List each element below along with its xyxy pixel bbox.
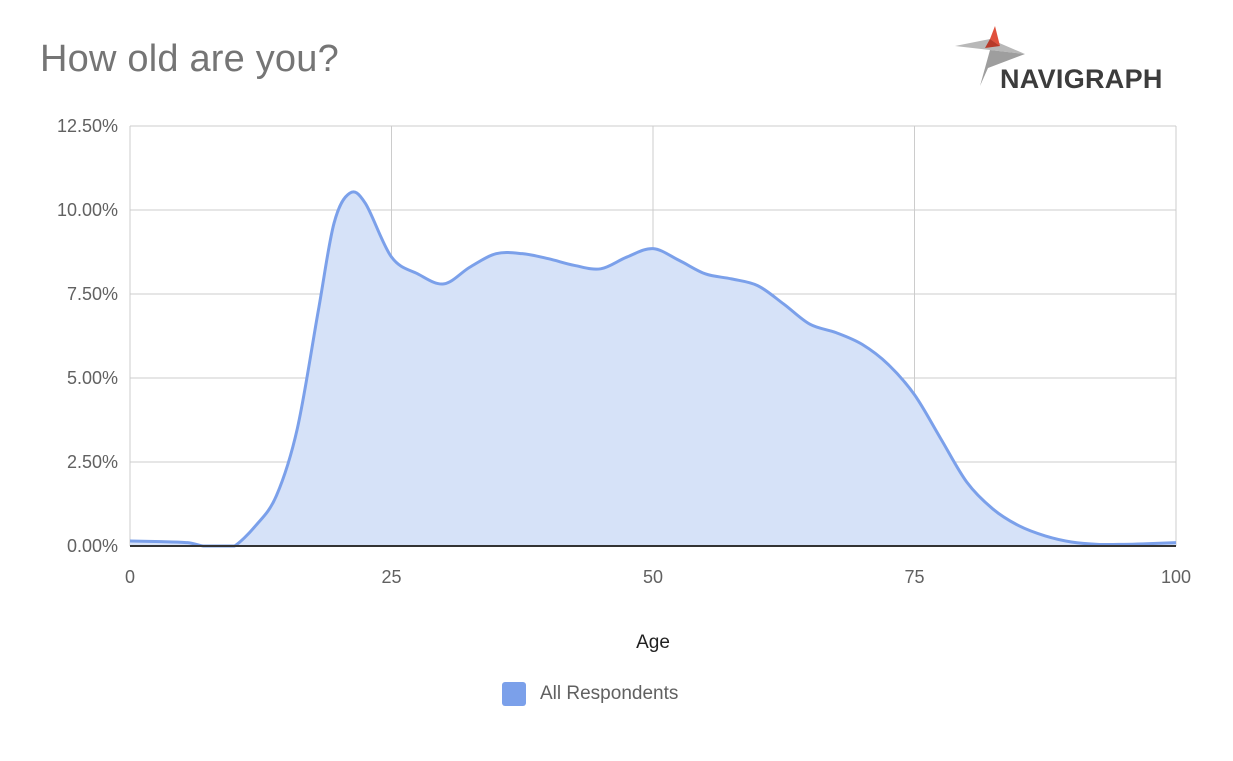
- series-line-all-respondents: [129, 190, 1177, 548]
- legend-label-all-respondents: All Respondents: [540, 683, 679, 704]
- x-tick-label: 50: [643, 567, 663, 587]
- series-area-all-respondents: [130, 191, 1176, 546]
- y-tick-label: 5.00%: [67, 368, 118, 388]
- x-axis-title: Age: [636, 632, 670, 653]
- legend[interactable]: All Respondents: [502, 682, 678, 706]
- x-tick-label: 0: [125, 567, 135, 587]
- chart-title: How old are you?: [40, 38, 339, 80]
- x-tick-label: 75: [904, 567, 924, 587]
- logo-star-gray-2: [980, 50, 1025, 86]
- y-tick-label: 10.00%: [57, 200, 118, 220]
- y-tick-label: 2.50%: [67, 452, 118, 472]
- x-tick-label: 25: [381, 567, 401, 587]
- y-tick-label: 7.50%: [67, 284, 118, 304]
- logo-star-red: [990, 26, 1000, 46]
- x-tick-label: 100: [1161, 567, 1191, 587]
- y-tick-label: 12.50%: [57, 116, 118, 136]
- y-tick-label: 0.00%: [67, 536, 118, 556]
- logo-star-dark-red: [985, 39, 1000, 48]
- logo-wordmark: NAVIGRAPH: [1000, 64, 1163, 94]
- legend-swatch: [502, 682, 526, 706]
- navigraph-logo: [955, 26, 1025, 86]
